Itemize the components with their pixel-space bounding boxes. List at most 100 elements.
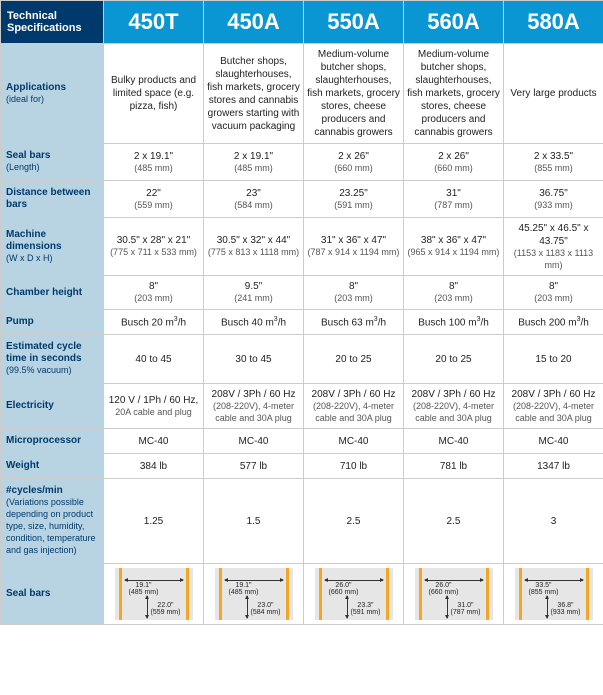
- row-header: Distance between bars: [1, 181, 104, 218]
- cell-electricity: 208V / 3Ph / 60 Hz(208-220V), 4-meter ca…: [504, 384, 603, 429]
- cell-chamber: 8"(203 mm): [504, 276, 603, 310]
- cell-main: Busch 63 m3/h: [307, 315, 400, 329]
- cell-distance: 31"(787 mm): [404, 181, 504, 218]
- cell-chamber: 8"(203 mm): [304, 276, 404, 310]
- cell-main: 8": [107, 280, 200, 293]
- cell-diagram: 33.5"(855 mm) 36.8"(933 mm): [504, 564, 603, 625]
- cell-main: Medium-volume butcher shops, slaughterho…: [407, 48, 500, 139]
- seal-bar-diagram: 33.5"(855 mm) 36.8"(933 mm): [515, 568, 593, 620]
- row-header: Microprocessor: [1, 429, 104, 454]
- cell-cycletime: 20 to 25: [304, 335, 404, 384]
- cell-diagram: 19.1"(485 mm) 23.0"(584 mm): [204, 564, 304, 625]
- diagram-bottom-label: 23.3"(591 mm): [351, 602, 381, 616]
- cell-distance: 36.75"(933 mm): [504, 181, 603, 218]
- cell-sec: (208-220V), 4-meter cable and 30A plug: [307, 401, 400, 424]
- cell-dimensions: 31" x 36" x 47"(787 x 914 x 1194 mm): [304, 218, 404, 276]
- cell-cycles: 1.25: [104, 479, 204, 564]
- cell-cycletime: 40 to 45: [104, 335, 204, 384]
- table-row: Applications(ideal for)Bulky products an…: [1, 44, 603, 144]
- diagram-top-label: 33.5"(855 mm): [529, 582, 559, 596]
- table-row: Machine dimensions(W x D x H)30.5" x 28"…: [1, 218, 603, 276]
- header-row: Technical Specifications 450T450A550A560…: [1, 1, 603, 44]
- cell-chamber: 8"(203 mm): [104, 276, 204, 310]
- cell-main: 1347 lb: [507, 460, 600, 473]
- corner-cell: Technical Specifications: [1, 1, 104, 44]
- seal-bar-diagram: 26.0"(660 mm)31.0"(787 mm): [415, 568, 493, 620]
- cell-pump: Busch 200 m3/h: [504, 310, 603, 335]
- cell-main: 1.25: [107, 515, 200, 528]
- cell-main: 208V / 3Ph / 60 Hz: [407, 388, 500, 401]
- diagram-top-label: 26.0"(660 mm): [429, 582, 459, 596]
- cell-applications: Medium-volume butcher shops, slaughterho…: [404, 44, 504, 144]
- row-header: Seal bars: [1, 564, 104, 625]
- cell-sec: (241 mm): [207, 293, 300, 305]
- cell-main: 40 to 45: [107, 353, 200, 366]
- cell-main: 9.5": [207, 280, 300, 293]
- row-header: Pump: [1, 310, 104, 335]
- cell-sec: (775 x 813 x 1118 mm): [207, 247, 300, 259]
- cell-applications: Medium-volume butcher shops, slaughterho…: [304, 44, 404, 144]
- cell-diagram: 26.0"(660 mm)31.0"(787 mm): [404, 564, 504, 625]
- cell-sec: (203 mm): [407, 293, 500, 305]
- cell-main: 31" x 36" x 47": [307, 234, 400, 247]
- cell-applications: Very large products: [504, 44, 603, 144]
- cell-main: Very large products: [507, 87, 600, 100]
- cell-electricity: 208V / 3Ph / 60 Hz(208-220V), 4-meter ca…: [204, 384, 304, 429]
- cell-distance: 23"(584 mm): [204, 181, 304, 218]
- table-row: Estimated cycle time in seconds(99.5% va…: [1, 335, 603, 384]
- row-header: Machine dimensions(W x D x H): [1, 218, 104, 276]
- cell-cycles: 2.5: [304, 479, 404, 564]
- row-header: Weight: [1, 454, 104, 479]
- cell-sec: (1153 x 1183 x 1113 mm): [507, 248, 600, 271]
- model-header: 450T: [104, 1, 204, 44]
- cell-micro: MC-40: [104, 429, 204, 454]
- cell-applications: Bulky products and limited space (e.g. p…: [104, 44, 204, 144]
- cell-sec: (208-220V), 4-meter cable and 30A plug: [507, 401, 600, 424]
- cell-cycletime: 15 to 20: [504, 335, 603, 384]
- cell-main: 15 to 20: [507, 353, 600, 366]
- cell-sec: (203 mm): [507, 293, 600, 305]
- cell-pump: Busch 20 m3/h: [104, 310, 204, 335]
- diagram-top-label: 19.1"(485 mm): [129, 582, 159, 596]
- row-header: #cycles/min(Variations possible dependin…: [1, 479, 104, 564]
- cell-weight: 577 lb: [204, 454, 304, 479]
- cell-pump: Busch 40 m3/h: [204, 310, 304, 335]
- cell-main: 31": [407, 187, 500, 200]
- seal-bar-diagram: 19.1"(485 mm) 22.0"(559 mm): [115, 568, 193, 620]
- cell-main: 23": [207, 187, 300, 200]
- cell-main: Busch 20 m3/h: [107, 315, 200, 329]
- diagram-top-label: 19.1"(485 mm): [229, 582, 259, 596]
- cell-main: 2 x 26": [307, 150, 400, 163]
- cell-sealbars: 2 x 26"(660 mm): [404, 144, 504, 181]
- cell-main: MC-40: [407, 435, 500, 448]
- cell-distance: 23.25"(591 mm): [304, 181, 404, 218]
- table-row: #cycles/min(Variations possible dependin…: [1, 479, 603, 564]
- cell-diagram: 19.1"(485 mm) 22.0"(559 mm): [104, 564, 204, 625]
- cell-distance: 22"(559 mm): [104, 181, 204, 218]
- model-header: 580A: [504, 1, 603, 44]
- diagram-bottom-label: 22.0"(559 mm): [151, 602, 181, 616]
- row-header: Chamber height: [1, 276, 104, 310]
- cell-main: Bulky products and limited space (e.g. p…: [107, 74, 200, 113]
- cell-chamber: 9.5"(241 mm): [204, 276, 304, 310]
- cell-main: 3: [507, 515, 600, 528]
- diagram-bottom-label: 36.8"(933 mm): [551, 602, 581, 616]
- table-row: PumpBusch 20 m3/h Busch 40 m3/hBusch 63 m…: [1, 310, 603, 335]
- cell-main: 384 lb: [107, 460, 200, 473]
- cell-dimensions: 30.5" x 28" x 21"(775 x 711 x 533 mm): [104, 218, 204, 276]
- model-header: 550A: [304, 1, 404, 44]
- cell-main: 2.5: [307, 515, 400, 528]
- cell-main: 8": [307, 280, 400, 293]
- cell-micro: MC-40: [204, 429, 304, 454]
- cell-sec: (660 mm): [307, 163, 400, 175]
- row-header: Applications(ideal for): [1, 44, 104, 144]
- cell-applications: Butcher shops, slaughterhouses, fish mar…: [204, 44, 304, 144]
- cell-main: 577 lb: [207, 460, 300, 473]
- cell-main: 120 V / 1Ph / 60 Hz,: [107, 394, 200, 407]
- diagram-bottom-label: 23.0"(584 mm): [251, 602, 281, 616]
- cell-chamber: 8"(203 mm): [404, 276, 504, 310]
- table-row: Weight384 lb577 lb710 lb781 lb1347 lb: [1, 454, 603, 479]
- cell-cycles: 1.5: [204, 479, 304, 564]
- cell-main: 20 to 25: [307, 353, 400, 366]
- cell-main: 208V / 3Ph / 60 Hz: [507, 388, 600, 401]
